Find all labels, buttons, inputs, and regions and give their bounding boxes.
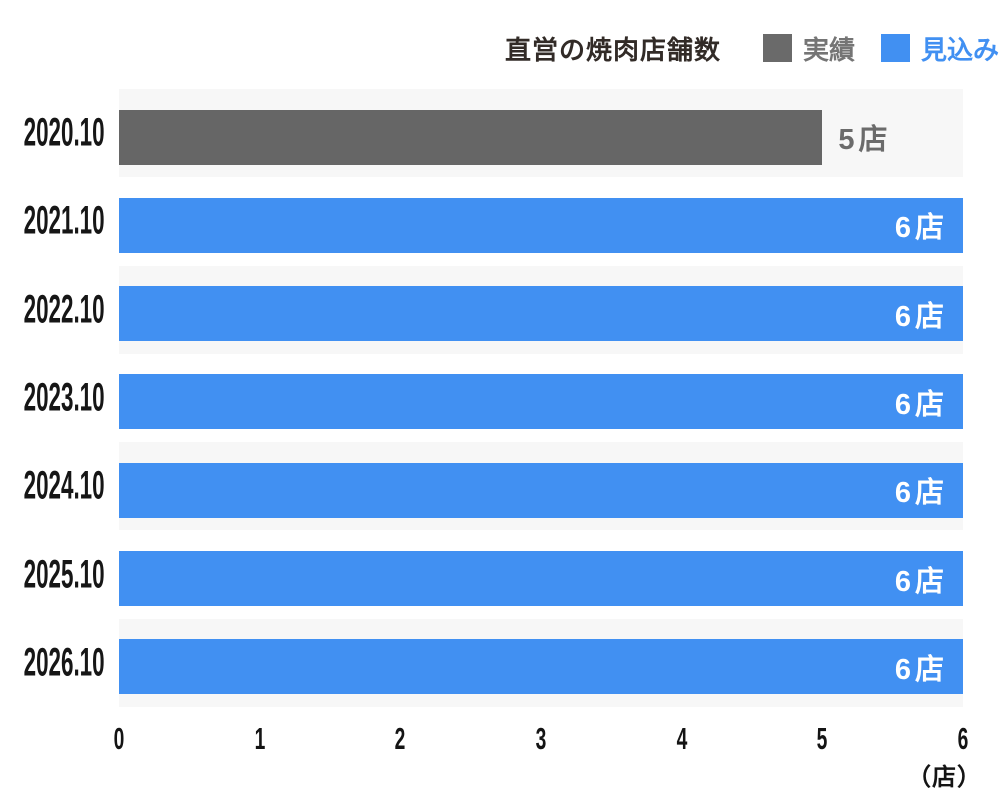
legend-item-actual: 実績: [763, 30, 855, 67]
y-axis-label: 2021.10: [24, 198, 105, 243]
chart-row-2023.10: 2023.10 6店: [24, 354, 963, 442]
x-axis-tick: 4: [676, 721, 688, 756]
x-axis-tick: 1: [254, 721, 266, 756]
x-axis-tick: 2: [394, 721, 406, 756]
chart-row-2022.10: 2022.10 6店: [24, 265, 963, 354]
bar-2025.10: 6店: [119, 551, 963, 607]
x-axis-tick: 0: [113, 721, 125, 756]
bar-2021.10: 6店: [119, 197, 963, 253]
legend-item-forecast: 見込み: [881, 30, 999, 67]
bar-value-label: 6店: [894, 477, 948, 510]
chart-row-2026.10: 2026.10 6店: [24, 618, 963, 707]
legend-swatch-forecast-icon: [881, 34, 911, 62]
bar-2022.10: 6店: [119, 286, 963, 342]
chart-row-2024.10: 2024.10 6店: [24, 442, 963, 531]
y-axis-label: 2025.10: [24, 552, 105, 597]
legend-label-forecast: 見込み: [921, 34, 1000, 65]
chart-title: 直営の焼肉店舗数: [505, 34, 722, 65]
bar-value-label: 5店: [838, 124, 892, 157]
x-axis-tick: 3: [535, 721, 547, 756]
bar-value-label: 6店: [894, 565, 948, 598]
legend-label-actual: 実績: [803, 34, 856, 65]
y-axis-label: 2024.10: [24, 463, 105, 508]
chart-row-2020.10: 2020.10 5店: [24, 89, 963, 178]
bar-value-label: 6店: [894, 300, 948, 333]
x-axis-unit-label: （店）: [907, 764, 982, 791]
chart-header: 直営の焼肉店舗数 実績 見込み: [505, 33, 999, 65]
y-axis-label: 2023.10: [24, 375, 105, 420]
x-axis-tick: 5: [816, 721, 828, 756]
bar-2020.10: [119, 109, 823, 165]
chart-row-2025.10: 2025.10 6店: [24, 530, 963, 618]
y-axis-label: 2020.10: [24, 110, 105, 155]
bar-2023.10: 6店: [119, 374, 963, 430]
y-axis-label: 2022.10: [24, 287, 105, 332]
bar-2026.10: 6店: [119, 639, 963, 695]
legend-swatch-actual-icon: [763, 34, 793, 62]
bar-value-label: 6店: [894, 388, 948, 421]
bar-value-label: 6店: [894, 653, 948, 686]
x-axis-tick: 6: [957, 721, 969, 756]
bar-value-label: 6店: [894, 212, 948, 245]
x-axis: 0 1 2 3 4 5 6: [114, 710, 969, 762]
bar-2024.10: 6店: [119, 462, 963, 518]
chart-row-2021.10: 2021.10 6店: [24, 177, 963, 265]
y-axis-label: 2026.10: [24, 640, 105, 685]
plot-area: 2020.10 5店 2021.10 6店 2022.10 6店 2023.10 6店 2024…: [24, 89, 963, 707]
